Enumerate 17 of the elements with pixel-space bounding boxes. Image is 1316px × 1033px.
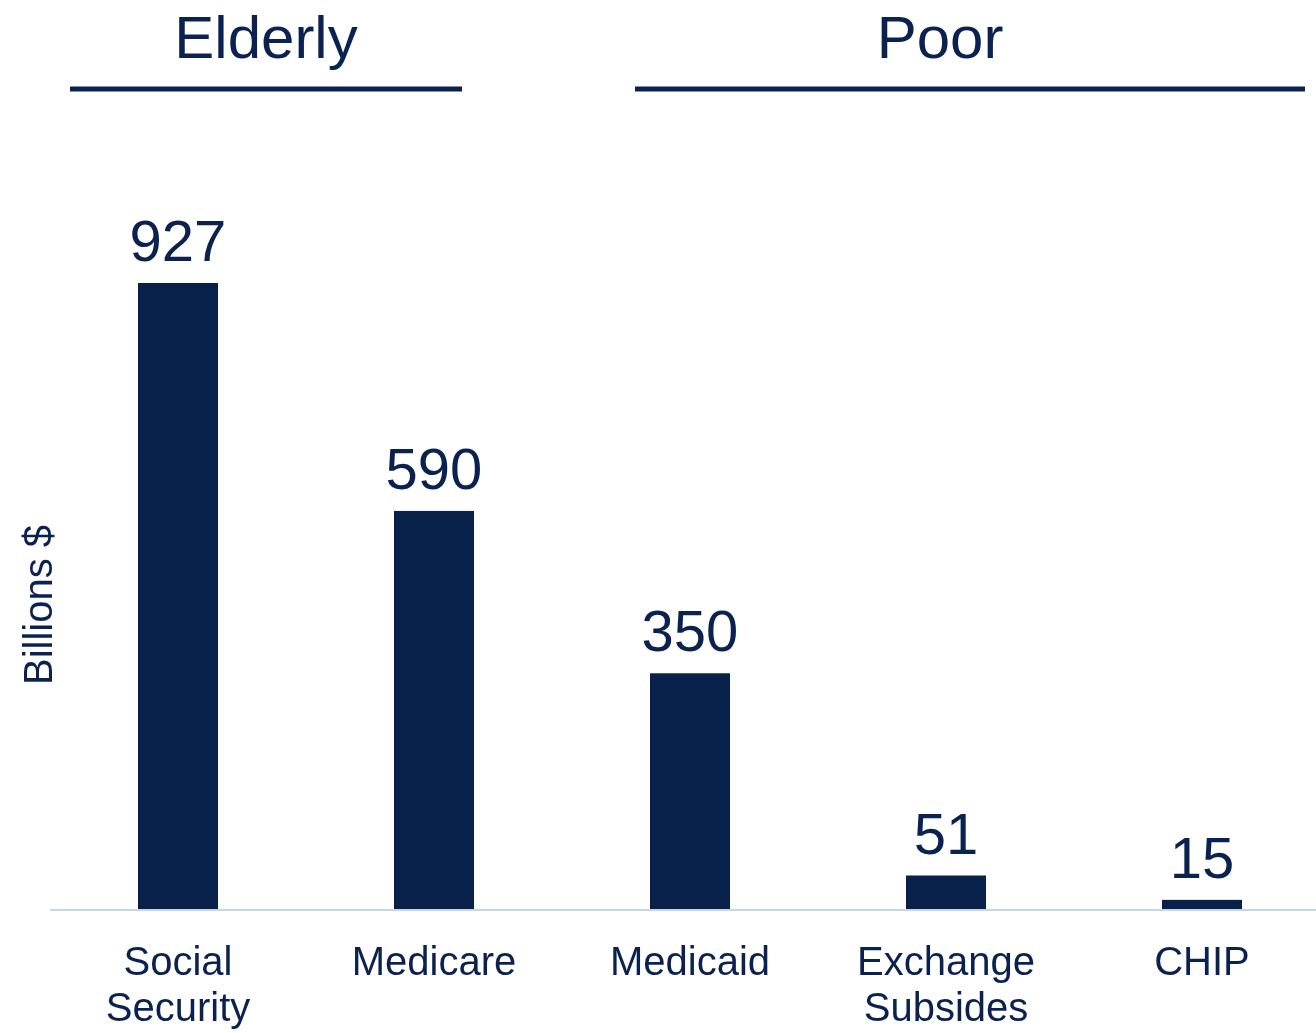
bar	[906, 875, 986, 910]
y-axis-title: Billions $	[16, 524, 60, 686]
bar	[394, 510, 474, 910]
data-label: 51	[913, 800, 979, 866]
text: Elderly	[174, 4, 358, 71]
bar	[650, 673, 730, 910]
text: Poor	[876, 4, 1004, 71]
x-tick-label: Social Security	[105, 939, 251, 1029]
data-label: 350	[641, 598, 739, 664]
bar	[138, 283, 218, 910]
data-label: 590	[385, 435, 483, 501]
x-tick-label: Medicare	[351, 939, 517, 983]
x-tick-label: Medicaid	[609, 939, 771, 983]
x-tick-label: Exchange Subsides	[857, 939, 1035, 1029]
data-label: 927	[129, 208, 227, 273]
data-label: 15	[1169, 824, 1235, 890]
x-tick-label: CHIP	[1154, 939, 1250, 983]
